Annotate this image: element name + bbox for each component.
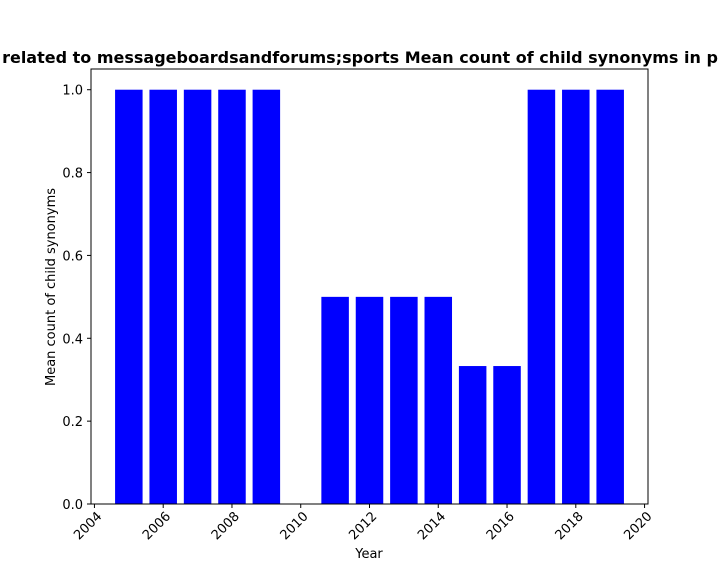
bar-2008: [218, 89, 246, 505]
y-tick-label: 0.8: [62, 167, 83, 182]
bar-2016: [493, 366, 521, 504]
x-axis-label: Year: [354, 547, 383, 562]
x-tick-label: 2012: [346, 509, 380, 543]
x-tick-label: 2016: [484, 509, 518, 543]
bar-2014: [424, 296, 453, 504]
y-tick-label: 0.4: [62, 332, 83, 347]
y-tick-label: 0.0: [62, 498, 83, 513]
y-tick-label: 0.2: [62, 415, 83, 430]
chart-title: related to messageboardsandforums;sports…: [2, 48, 718, 67]
x-tick-label: 2006: [140, 509, 174, 543]
y-axis: 0.0 0.2 0.4 0.6 0.8 1.0: [62, 84, 91, 513]
bar-2012: [355, 296, 384, 504]
x-tick-label: 2010: [278, 509, 312, 543]
x-tick-label: 2018: [553, 509, 587, 543]
bar-2019: [596, 89, 624, 505]
bar-2013: [390, 296, 418, 504]
bar-2018: [562, 89, 590, 505]
y-tick-label: 0.6: [62, 249, 83, 264]
x-axis: 2004 2006 2008 2010 2012 2014 2016 2018 2020: [71, 504, 655, 543]
bar-2005: [115, 89, 143, 505]
bars: [115, 89, 624, 505]
x-tick-label: 2020: [621, 509, 655, 543]
bar-2017: [527, 89, 556, 505]
x-tick-label: 2004: [71, 509, 105, 543]
y-axis-label: Mean count of child synonyms: [44, 188, 59, 386]
bar-2007: [183, 89, 212, 505]
bar-2015: [458, 366, 487, 504]
bar-2009: [252, 89, 281, 505]
bar-2011: [321, 296, 349, 504]
y-tick-label: 1.0: [62, 84, 83, 99]
bar-2006: [149, 89, 177, 505]
x-tick-label: 2008: [209, 509, 243, 543]
x-tick-label: 2014: [415, 509, 449, 543]
